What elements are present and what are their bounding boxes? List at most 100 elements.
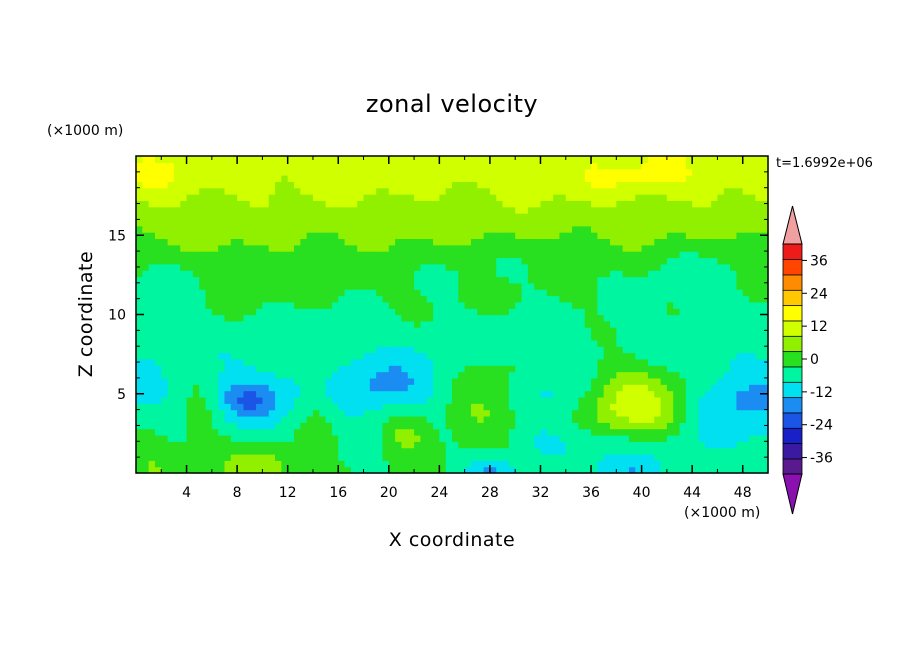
field-cell	[654, 206, 662, 214]
field-cell	[723, 371, 731, 379]
field-cell	[205, 453, 213, 461]
field-cell	[363, 181, 371, 189]
field-cell	[357, 314, 365, 322]
field-cell	[211, 181, 219, 189]
field-cell	[679, 308, 687, 316]
field-cell	[230, 301, 238, 309]
field-cell	[414, 263, 421, 271]
field-cell	[736, 409, 744, 417]
field-cell	[376, 428, 384, 436]
field-cell	[597, 232, 605, 240]
field-cell	[742, 295, 750, 303]
field-cell	[749, 390, 756, 398]
field-cell	[736, 270, 744, 278]
field-cell	[439, 276, 447, 284]
field-cell	[603, 156, 611, 163]
field-cell	[161, 415, 169, 423]
field-cell	[704, 333, 712, 341]
field-cell	[647, 403, 655, 411]
field-cell	[407, 453, 415, 461]
field-cell	[458, 396, 466, 404]
field-cell	[357, 466, 365, 474]
field-cell	[546, 365, 554, 373]
field-cell	[388, 156, 396, 163]
field-cell	[496, 168, 504, 176]
field-cell	[704, 453, 712, 461]
field-cell	[439, 181, 447, 189]
field-cell	[439, 187, 447, 195]
field-cell	[591, 175, 598, 182]
field-cell	[502, 301, 510, 309]
field-cell	[749, 301, 756, 309]
field-cell	[761, 206, 769, 214]
field-cell	[382, 352, 390, 360]
field-cell	[262, 289, 270, 297]
field-cell	[742, 168, 750, 176]
field-cell	[275, 238, 282, 246]
field-cell	[180, 181, 188, 189]
field-cell	[401, 415, 409, 423]
field-cell	[439, 390, 447, 398]
field-cell	[287, 295, 295, 303]
field-cell	[230, 200, 238, 208]
field-cell	[534, 187, 542, 195]
field-cell	[635, 371, 643, 379]
field-cell	[647, 251, 655, 259]
field-cell	[186, 162, 194, 170]
field-cell	[654, 270, 662, 278]
field-cell	[527, 314, 535, 322]
field-cell	[199, 251, 207, 259]
field-cell	[704, 460, 712, 468]
field-cell	[610, 333, 617, 341]
field-cell	[180, 428, 188, 436]
field-cell	[603, 422, 611, 430]
field-cell	[572, 175, 579, 182]
field-cell	[477, 365, 485, 373]
field-cell	[591, 219, 598, 227]
field-cell	[508, 270, 516, 278]
field-cell	[167, 365, 175, 373]
field-cell	[350, 460, 358, 468]
field-cell	[464, 396, 472, 404]
field-cell	[154, 232, 162, 240]
field-cell	[230, 371, 238, 379]
field-cell	[666, 263, 674, 271]
field-cell	[521, 206, 529, 214]
field-cell	[256, 289, 263, 297]
field-cell	[369, 390, 377, 398]
field-cell	[382, 320, 390, 328]
field-cell	[287, 225, 295, 233]
field-cell	[148, 428, 156, 436]
field-cell	[237, 295, 245, 303]
field-cell	[237, 168, 245, 176]
field-cell	[426, 175, 434, 182]
field-cell	[426, 206, 434, 214]
field-cell	[243, 403, 251, 411]
field-cell	[679, 320, 687, 328]
field-cell	[161, 289, 169, 297]
field-cell	[704, 314, 712, 322]
field-cell	[325, 434, 333, 442]
field-cell	[249, 339, 257, 347]
field-cell	[180, 327, 188, 335]
field-cell	[635, 270, 643, 278]
field-cell	[635, 314, 643, 322]
field-cell	[148, 377, 156, 385]
field-cell	[161, 219, 169, 227]
field-cell	[369, 365, 377, 373]
field-cell	[211, 282, 219, 290]
field-cell	[584, 270, 592, 278]
field-cell	[180, 422, 188, 430]
field-cell	[218, 244, 226, 252]
field-cell	[540, 200, 548, 208]
field-cell	[173, 371, 181, 379]
field-cell	[635, 276, 643, 284]
field-cell	[281, 390, 289, 398]
field-cell	[218, 251, 226, 259]
field-cell	[180, 358, 188, 366]
field-cell	[483, 200, 491, 208]
field-cell	[256, 175, 263, 182]
field-cell	[369, 460, 377, 468]
field-cell	[685, 466, 693, 474]
field-cell	[527, 403, 535, 411]
